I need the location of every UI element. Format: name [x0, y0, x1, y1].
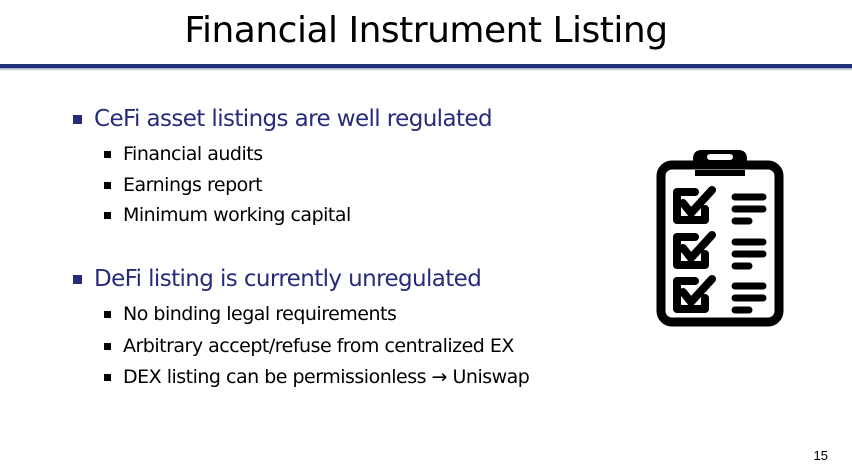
title-divider	[0, 64, 852, 68]
bullet-item-text: Minimum working capital	[123, 204, 351, 226]
bullet-heading-text: DeFi listing is currently unregulated	[94, 266, 482, 292]
square-bullet-icon	[104, 212, 111, 219]
bullet-item: Financial audits	[104, 143, 263, 165]
bullet-heading-cefi: CeFi asset listings are well regulated	[73, 106, 493, 132]
square-bullet-icon	[104, 311, 111, 318]
square-bullet-icon	[104, 374, 111, 381]
bullet-item-text: Arbitrary accept/refuse from centralized…	[123, 335, 514, 357]
bullet-item-text: DEX listing can be permissionless → Unis…	[123, 366, 530, 388]
clipboard-checklist-icon	[656, 150, 784, 327]
page-number: 15	[813, 448, 828, 463]
bullet-heading-text: CeFi asset listings are well regulated	[94, 106, 493, 132]
title-divider-shadow	[0, 68, 852, 71]
bullet-heading-defi: DeFi listing is currently unregulated	[73, 266, 482, 292]
square-bullet-icon	[104, 343, 111, 350]
slide-title: Financial Instrument Listing	[184, 10, 668, 51]
bullet-item-text: No binding legal requirements	[123, 303, 397, 325]
square-bullet-icon	[73, 275, 82, 284]
bullet-item-text: Earnings report	[123, 174, 263, 196]
square-bullet-icon	[104, 182, 111, 189]
bullet-item: Arbitrary accept/refuse from centralized…	[104, 335, 514, 357]
square-bullet-icon	[104, 151, 111, 158]
bullet-item-text: Financial audits	[123, 143, 263, 165]
bullet-item: Minimum working capital	[104, 204, 351, 226]
bullet-item: Earnings report	[104, 174, 263, 196]
square-bullet-icon	[73, 115, 82, 124]
bullet-item: DEX listing can be permissionless → Unis…	[104, 366, 530, 388]
bullet-item: No binding legal requirements	[104, 303, 397, 325]
